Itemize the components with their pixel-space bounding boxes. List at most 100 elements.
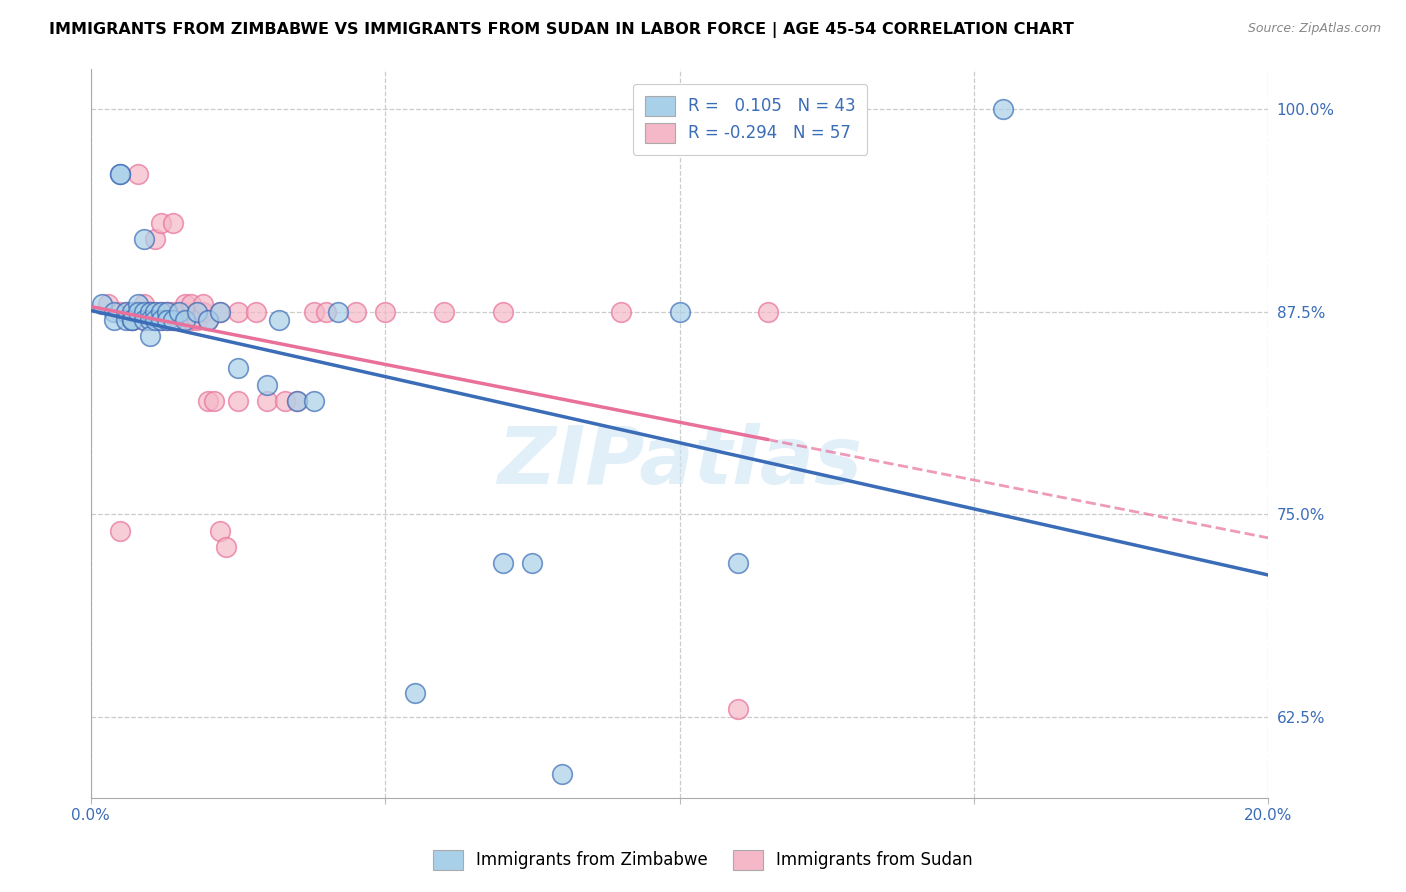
Point — [132, 304, 155, 318]
Point — [145, 232, 167, 246]
Point — [209, 304, 232, 318]
Point — [209, 524, 232, 538]
Point — [127, 304, 149, 318]
Text: ZIPatlas: ZIPatlas — [496, 424, 862, 501]
Point — [103, 313, 125, 327]
Point — [374, 304, 396, 318]
Point — [186, 304, 208, 318]
Point — [492, 556, 515, 570]
Point — [121, 313, 143, 327]
Point — [267, 313, 290, 327]
Point — [132, 296, 155, 310]
Point — [156, 304, 179, 318]
Point — [167, 304, 190, 318]
Point — [138, 313, 160, 327]
Point — [727, 556, 749, 570]
Point — [191, 304, 214, 318]
Point — [256, 393, 278, 408]
Point — [315, 304, 337, 318]
Point — [186, 313, 208, 327]
Point — [156, 313, 179, 327]
Point — [150, 304, 173, 318]
Point — [150, 304, 173, 318]
Point — [121, 313, 143, 327]
Point — [108, 167, 131, 181]
Point — [121, 304, 143, 318]
Point — [121, 304, 143, 318]
Point — [162, 304, 184, 318]
Point — [108, 304, 131, 318]
Point — [121, 313, 143, 327]
Point — [304, 304, 326, 318]
Point — [191, 296, 214, 310]
Point — [150, 215, 173, 229]
Point — [226, 361, 249, 376]
Point — [433, 304, 456, 318]
Point — [209, 304, 232, 318]
Point — [404, 686, 426, 700]
Point — [108, 167, 131, 181]
Point — [609, 304, 631, 318]
Point — [127, 296, 149, 310]
Point — [551, 766, 574, 780]
Point — [186, 304, 208, 318]
Point — [132, 313, 155, 327]
Point — [326, 304, 349, 318]
Point — [97, 296, 120, 310]
Point — [115, 313, 138, 327]
Legend: R =   0.105   N = 43, R = -0.294   N = 57: R = 0.105 N = 43, R = -0.294 N = 57 — [633, 84, 868, 155]
Point — [138, 304, 160, 318]
Point — [756, 304, 779, 318]
Point — [132, 313, 155, 327]
Point — [132, 232, 155, 246]
Point — [304, 393, 326, 408]
Point — [180, 313, 202, 327]
Point — [150, 313, 173, 327]
Point — [522, 556, 544, 570]
Point — [127, 304, 149, 318]
Point — [138, 313, 160, 327]
Point — [145, 304, 167, 318]
Point — [173, 313, 195, 327]
Point — [197, 313, 219, 327]
Point — [285, 393, 308, 408]
Point — [344, 304, 367, 318]
Point — [173, 304, 195, 318]
Point — [156, 304, 179, 318]
Point — [993, 102, 1015, 116]
Point — [103, 304, 125, 318]
Point — [162, 215, 184, 229]
Point — [173, 296, 195, 310]
Point — [145, 304, 167, 318]
Point — [115, 304, 138, 318]
Point — [167, 304, 190, 318]
Point — [156, 313, 179, 327]
Point — [138, 304, 160, 318]
Point — [197, 393, 219, 408]
Text: IMMIGRANTS FROM ZIMBABWE VS IMMIGRANTS FROM SUDAN IN LABOR FORCE | AGE 45-54 COR: IMMIGRANTS FROM ZIMBABWE VS IMMIGRANTS F… — [49, 22, 1074, 38]
Point — [180, 296, 202, 310]
Point — [156, 304, 179, 318]
Point — [138, 304, 160, 318]
Point — [226, 304, 249, 318]
Point — [162, 313, 184, 327]
Point — [245, 304, 267, 318]
Point — [115, 304, 138, 318]
Point — [215, 540, 238, 554]
Point — [492, 304, 515, 318]
Point — [91, 296, 114, 310]
Point — [108, 524, 131, 538]
Point — [226, 393, 249, 408]
Point — [127, 167, 149, 181]
Point — [167, 313, 190, 327]
Legend: Immigrants from Zimbabwe, Immigrants from Sudan: Immigrants from Zimbabwe, Immigrants fro… — [426, 843, 980, 877]
Point — [197, 313, 219, 327]
Point — [132, 304, 155, 318]
Point — [256, 377, 278, 392]
Point — [138, 329, 160, 343]
Point — [202, 393, 225, 408]
Point — [162, 313, 184, 327]
Point — [145, 313, 167, 327]
Point — [727, 702, 749, 716]
Point — [285, 393, 308, 408]
